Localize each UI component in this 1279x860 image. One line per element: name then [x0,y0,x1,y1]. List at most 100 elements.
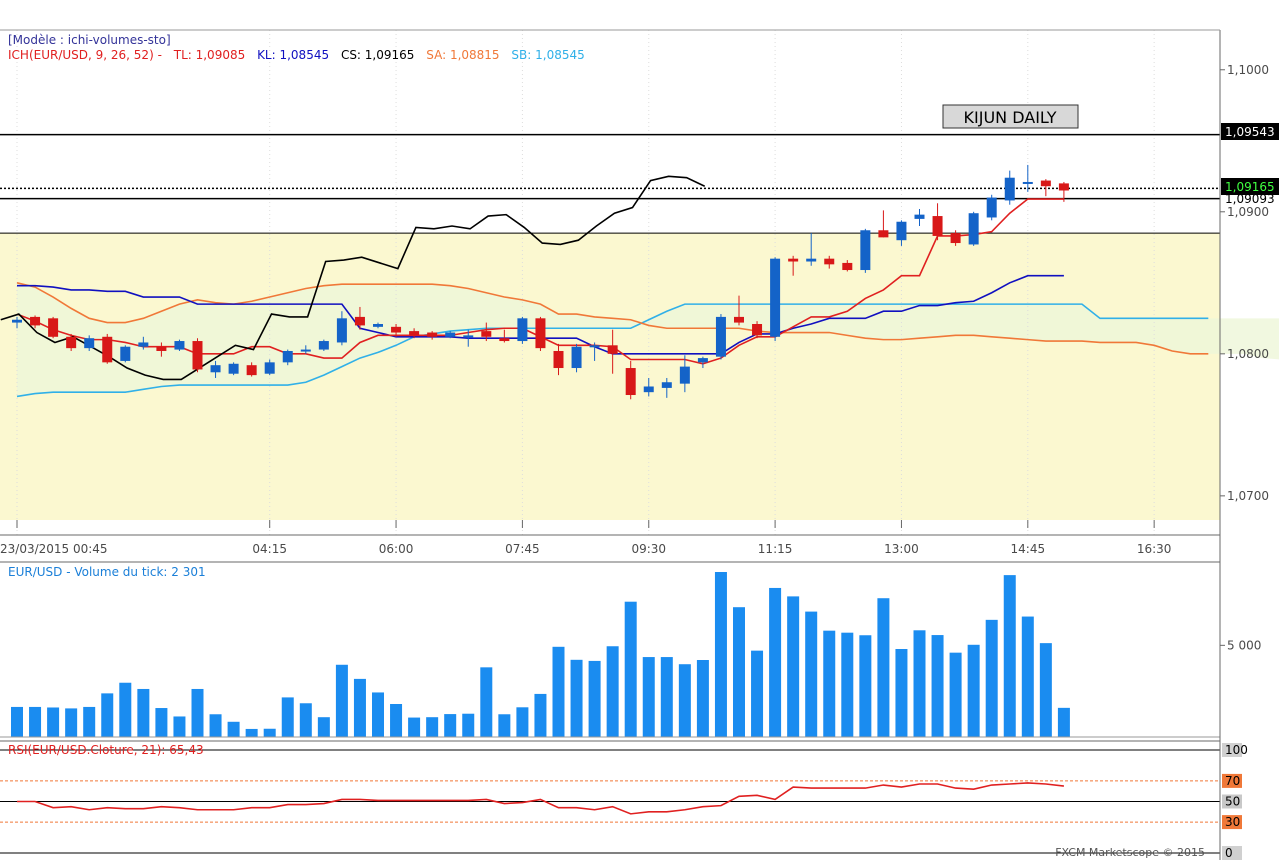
candle-body-31 [571,346,582,369]
senkou-a-value: SA: 1,08815 [426,48,499,62]
kijun-daily-annotation-box[interactable] [942,104,1079,129]
price-tick-label-1: 1,0900 [1227,205,1269,219]
rsi-level-badge-30 [1222,815,1242,830]
candle-body-47 [860,230,871,271]
candle-body-58 [1058,183,1069,191]
volume-bar-23 [426,717,439,737]
volume-bar-8 [155,708,168,737]
candle-body-22 [409,331,420,336]
tenkan-price: 1,09093 [1225,192,1275,206]
time-tick-label-1: 04:15 [252,542,287,556]
volume-bar-13 [245,728,258,737]
rsi-level-badge-70 [1222,773,1242,788]
candle-body-21 [391,326,402,333]
volume-bar-11 [209,714,222,737]
volume-bar-12 [227,721,240,737]
volume-bar-5 [101,693,114,737]
volume-bar-25 [462,713,475,737]
volume-bar-52 [949,652,962,737]
candle-body-0 [12,319,22,323]
volume-bar-26 [480,667,493,737]
candle-body-15 [282,350,293,363]
volume-tick-label: 5 000 [1227,638,1261,652]
candle-body-23 [427,332,438,337]
price-tick-label-2: 1,0800 [1227,347,1269,361]
volume-bar-1 [29,706,42,737]
candle-body-30 [553,350,564,369]
time-tick-label-7: 14:45 [1011,542,1046,556]
volume-bar-50 [913,630,926,737]
candle-body-46 [842,262,853,271]
volume-bar-38 [696,660,709,737]
volume-bar-56 [1021,616,1034,737]
candle-body-1 [30,316,41,326]
candle-body-56 [1022,181,1033,184]
volume-bar-36 [660,657,673,737]
volume-bar-27 [498,714,511,737]
candle-body-25 [463,335,474,338]
candle-body-13 [246,365,257,376]
volume-bar-34 [624,601,637,737]
candle-body-11 [210,365,221,373]
candle-body-37 [679,366,690,384]
senkou-b-value: SB: 1,08545 [511,48,584,62]
volume-bar-43 [787,596,800,737]
candle-body-33 [607,345,618,354]
rsi-panel: 100 70 50 30 0 [0,743,1248,860]
volume-bar-18 [335,664,348,737]
senkou-a-line [16,282,1209,355]
volume-bar-9 [173,716,186,737]
candle-body-27 [499,338,510,342]
volume-bar-3 [65,708,78,737]
volume-bar-54 [985,619,998,737]
candle-body-50 [914,214,925,219]
price-tick-label-3: 1,0700 [1227,489,1269,503]
current-price-badge [1221,178,1279,195]
candle-body-49 [896,221,907,241]
time-axis: 23/03/2015 00:45 04:15 06:00 07:45 09:30 11:1… [0,520,1171,556]
candle-body-43 [788,258,799,262]
rsi-level-label-30: 30 [1225,815,1240,829]
rsi-level-badge-0 [1222,846,1242,860]
volume-bar-19 [353,678,366,737]
candle-body-44 [806,258,817,262]
volume-bar-6 [119,682,132,737]
indicator-name: ICH(EUR/USD, 9, 26, 52) - [8,48,162,62]
volume-bar-48 [877,598,890,737]
rsi-level-badge-100 [1222,743,1242,757]
time-tick-label-4: 09:30 [631,542,666,556]
volume-bar-42 [769,587,782,737]
kijun-daily-price: 1,09543 [1225,125,1275,139]
rsi-line [17,782,1064,815]
kumo-fill [17,282,1279,397]
volume-bar-47 [859,635,872,737]
volume-bar-45 [823,630,836,737]
time-tick-label-0: 23/03/2015 00:45 [0,542,108,556]
volume-bar-16 [299,703,312,737]
candle-body-18 [336,318,347,343]
indicator-legend: ICH(EUR/USD, 9, 26, 52) - TL: 1,09085 KL… [8,48,585,62]
volume-label: EUR/USD - Volume du tick: 2 301 [8,565,206,579]
candle-body-39 [715,316,726,357]
volume-bar-51 [931,635,944,737]
volume-bar-15 [281,697,294,737]
volume-bar-58 [1057,707,1070,737]
horizontal-levels [0,133,1220,234]
candle-body-53 [968,213,979,245]
candle-body-6 [120,346,131,361]
rsi-level-label-0: 0 [1225,846,1233,860]
volume-bar-22 [408,717,421,737]
volume-bar-44 [805,611,818,737]
volume-bar-39 [714,572,727,737]
volume-bar-35 [642,657,655,737]
volume-bar-30 [552,646,565,737]
candle-body-40 [734,316,744,323]
volume-bar-14 [263,728,276,737]
price-tick-label-0: 1,1000 [1227,63,1269,77]
time-tick-label-5: 11:15 [758,542,793,556]
candles [12,164,1069,400]
candle-body-51 [932,216,943,236]
candle-body-55 [1004,177,1015,201]
model-label: [Modèle : ichi-volumes-sto] [8,33,171,47]
